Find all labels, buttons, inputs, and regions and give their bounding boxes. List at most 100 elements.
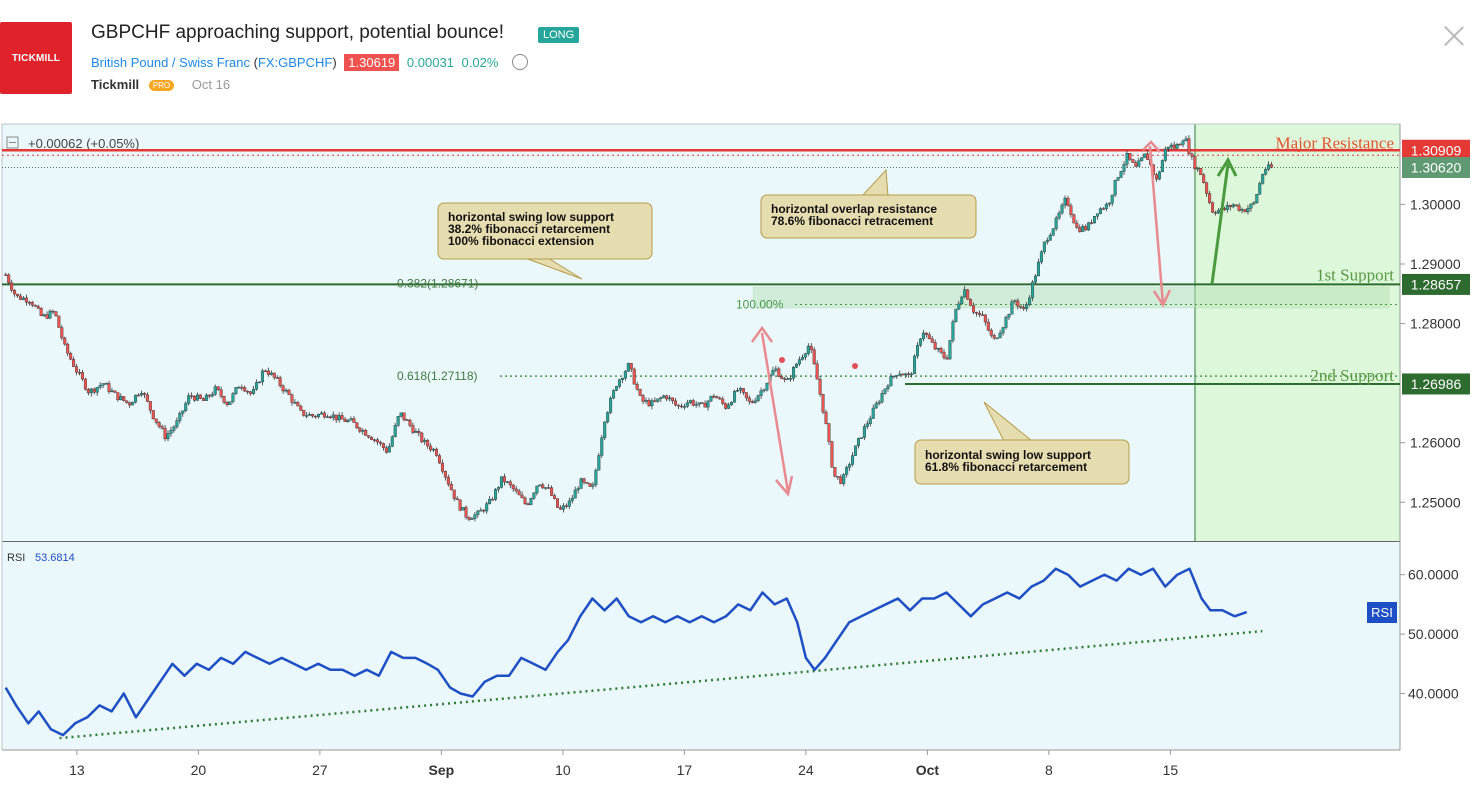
- price-pane[interactable]: [2, 124, 1400, 541]
- candle-body: [972, 305, 976, 313]
- candle-body: [110, 390, 114, 393]
- callout-line: horizontal swing low support: [925, 448, 1091, 462]
- candle-body: [992, 335, 996, 339]
- collapse-icon[interactable]: [6, 136, 19, 149]
- candle-body: [1249, 203, 1253, 209]
- candle-body: [302, 409, 306, 416]
- symbol-close-paren: ): [332, 55, 337, 70]
- candle-body: [1019, 305, 1023, 308]
- time-tick-label: Sep: [429, 762, 455, 778]
- candle-body: [496, 487, 500, 490]
- candle-body: [358, 427, 362, 432]
- candle-body: [588, 483, 592, 487]
- candle-body: [228, 401, 232, 405]
- price-axis[interactable]: 1.30000 1.29000 1.28000 1.26000 1.25000: [1400, 196, 1461, 510]
- target-zone: [1195, 124, 1400, 541]
- candle-body: [880, 393, 884, 403]
- pullback-arrow-shaft: [1148, 145, 1165, 305]
- candle-body: [892, 375, 896, 378]
- candle-body: [231, 393, 235, 402]
- candle-body: [1137, 160, 1141, 167]
- candle-body: [435, 448, 439, 456]
- candle-body: [470, 518, 474, 520]
- candle-body: [293, 402, 297, 404]
- candle-body: [27, 301, 31, 304]
- candle-body: [21, 297, 25, 300]
- candle-body: [989, 329, 993, 336]
- candle-body: [901, 373, 905, 376]
- drop-arrow-shaft: [760, 332, 790, 493]
- symbol-name-link[interactable]: British Pound / Swiss Franc: [91, 55, 250, 70]
- candle-body: [163, 427, 167, 440]
- candle-body: [753, 400, 757, 403]
- pivot-dot: [779, 357, 785, 363]
- candle-body: [759, 390, 763, 396]
- time-axis[interactable]: 13 20 27 Sep 10 17 24 Oct 8 15: [69, 750, 1178, 778]
- candle-body: [1270, 164, 1274, 168]
- candle-body: [706, 400, 710, 408]
- bounce-arrow-head: [1216, 156, 1238, 177]
- price-change-percent: 0.02%: [461, 55, 499, 70]
- candle-body: [629, 363, 633, 370]
- candle-body: [1013, 300, 1017, 303]
- candle-body: [1225, 205, 1229, 210]
- rsi-axis-badge: [1367, 602, 1397, 623]
- candle-body: [1016, 300, 1020, 307]
- candle-body: [169, 430, 173, 434]
- candle-body: [632, 368, 636, 385]
- price-tick-label: 1.29000: [1410, 256, 1461, 272]
- candle-body: [51, 310, 55, 313]
- pivot-dot: [852, 363, 858, 369]
- candle-body: [845, 467, 849, 475]
- time-tick-label: 20: [191, 762, 207, 778]
- candle-body: [225, 402, 229, 405]
- candle-body: [854, 445, 858, 456]
- candle-body: [10, 282, 14, 291]
- candle-body: [1131, 159, 1135, 163]
- rsi-axis[interactable]: 60.0000 50.0000 40.0000: [1400, 567, 1459, 702]
- author-name[interactable]: Tickmill: [91, 77, 140, 92]
- change-readout: +0.00062 (+0.05%): [28, 136, 139, 151]
- candle-body: [927, 334, 931, 340]
- author-line: Tickmill PRO Oct 16: [91, 77, 230, 92]
- candle-body: [196, 394, 200, 401]
- candle-body: [1051, 228, 1055, 236]
- symbol-code-link[interactable]: FX:GBPCHF: [257, 55, 333, 70]
- candle-body: [4, 274, 8, 276]
- candle-body: [1134, 162, 1138, 167]
- candle-body: [364, 429, 368, 436]
- candle-body: [157, 422, 161, 427]
- candle-body: [668, 397, 672, 400]
- candle-body: [679, 405, 683, 408]
- candle-body: [502, 476, 506, 483]
- candle-body: [1093, 216, 1097, 224]
- price-tick-label: 1.30000: [1410, 196, 1461, 212]
- price-tick-label: 1.26000: [1410, 435, 1461, 451]
- candle-body: [473, 514, 477, 519]
- rsi-pane[interactable]: [2, 542, 1400, 750]
- candle-body: [408, 420, 412, 426]
- candle-body: [1107, 203, 1111, 205]
- candle-body: [1034, 275, 1038, 283]
- candle-body: [957, 303, 961, 310]
- candle-body: [1098, 208, 1102, 214]
- candle-body: [859, 437, 863, 439]
- candle-body: [39, 308, 43, 316]
- candle-body: [1157, 171, 1161, 180]
- fib-382-label: 0.382(1.28671): [397, 277, 478, 291]
- candle-body: [877, 401, 881, 404]
- candle-body: [7, 274, 11, 283]
- rsi-axis-badge-text: RSI: [1371, 605, 1393, 620]
- candle-body: [541, 484, 545, 489]
- alarm-clock-icon[interactable]: [512, 54, 529, 70]
- candle-body: [467, 516, 471, 520]
- callout-line: horizontal overlap resistance: [771, 202, 937, 216]
- candle-body: [738, 388, 742, 391]
- rsi-line[interactable]: [4, 567, 1248, 737]
- candle-body: [198, 394, 202, 399]
- candle-body: [526, 503, 530, 505]
- time-tick-label: 8: [1045, 762, 1053, 778]
- candle-body: [1039, 251, 1043, 263]
- candle-body: [1146, 153, 1150, 160]
